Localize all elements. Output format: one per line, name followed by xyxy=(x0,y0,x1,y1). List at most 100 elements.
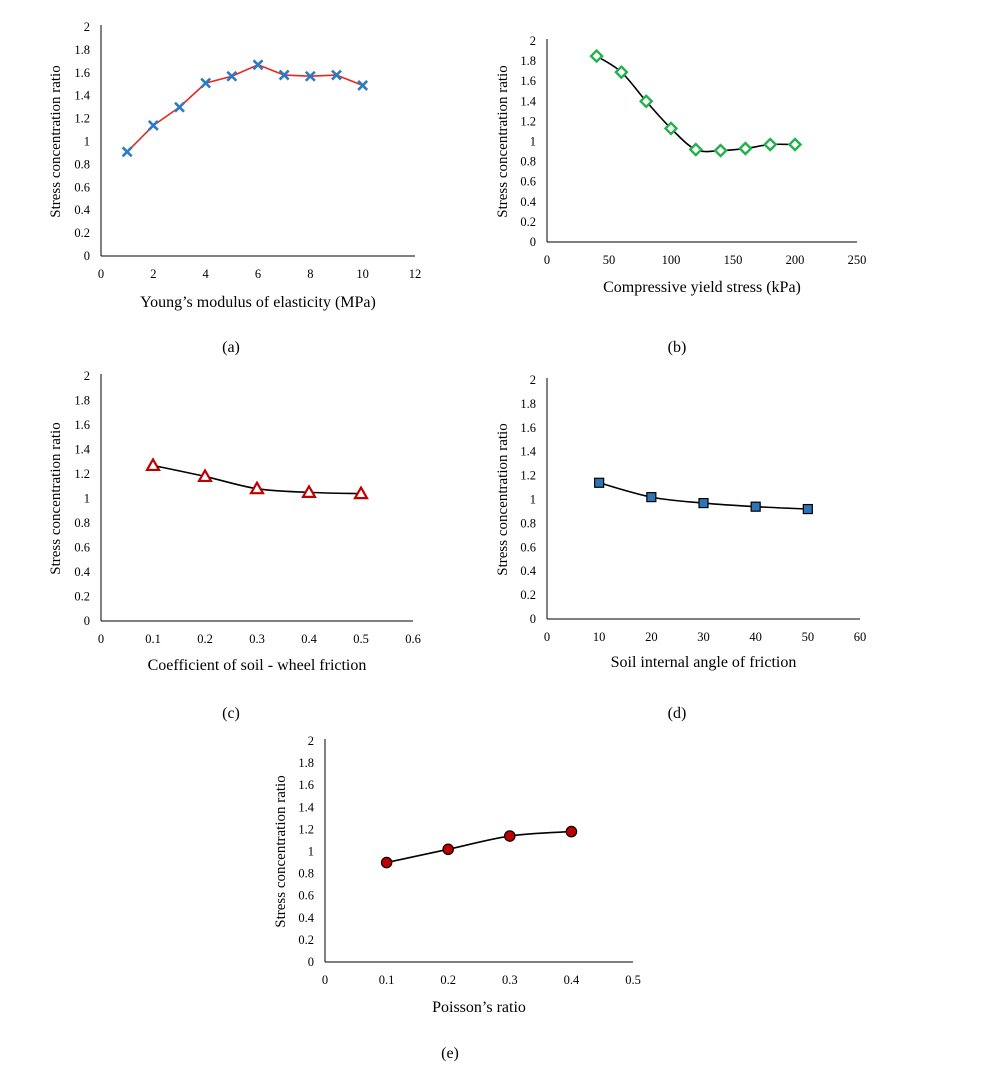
x-tick-label: 2 xyxy=(150,267,156,281)
x-tick-label: 0 xyxy=(98,267,104,281)
data-point-square-1 xyxy=(646,492,657,503)
y-tick-label: 2 xyxy=(530,373,536,387)
y-tick-label: 0.2 xyxy=(74,590,90,604)
data-point-stroke xyxy=(226,70,238,82)
data-point-circle-0 xyxy=(380,856,393,869)
x-tick-label: 0 xyxy=(544,253,550,267)
x-tick-label: 8 xyxy=(307,267,313,281)
data-point-circle-3 xyxy=(565,825,578,838)
data-point-x-4 xyxy=(226,70,238,82)
x-axis-label: Poisson’s ratio xyxy=(432,999,526,1016)
y-axis-label: Stress concentration ratio xyxy=(48,422,64,574)
y-tick-label: 0.4 xyxy=(74,203,90,217)
x-tick-label: 0.1 xyxy=(379,973,395,987)
x-tick-label: 150 xyxy=(724,253,743,267)
x-tick-label: 60 xyxy=(854,630,867,644)
data-point-diamond-7 xyxy=(763,137,778,152)
data-point-diamond-0 xyxy=(589,48,604,64)
data-point-circle-1 xyxy=(442,843,454,856)
x-tick-label: 0.4 xyxy=(301,632,317,646)
y-tick-label: 1 xyxy=(84,492,90,506)
y-tick-label: 1.6 xyxy=(74,418,90,432)
y-tick-label: 1.2 xyxy=(74,112,90,126)
y-tick-label: 0.4 xyxy=(298,911,314,925)
y-axis-label: Stress concentration ratio xyxy=(273,775,289,927)
y-tick-label: 1.2 xyxy=(520,469,536,483)
y-tick-label: 0.6 xyxy=(298,889,314,903)
x-axis-label: Soil internal angle of friction xyxy=(611,654,797,671)
chart-panel-b: 0 0.2 0.4 0.6 0.8 1 1.2 1.4 1.6 1.8 2 0 50 100 150 200 2… xyxy=(495,34,866,356)
x-tick-label: 0.3 xyxy=(502,973,518,987)
data-point-diamond-4 xyxy=(688,142,703,157)
y-axis-label: Stress concentration ratio xyxy=(48,65,64,217)
y-tick-label: 0 xyxy=(84,614,90,628)
y-tick-label: 0.6 xyxy=(74,180,90,194)
y-tick-label: 1.8 xyxy=(520,397,536,411)
y-tick-label: 1.4 xyxy=(520,445,536,459)
y-tick-label: 0.8 xyxy=(520,516,536,530)
y-tick-label: 1.8 xyxy=(298,756,314,770)
data-point-stroke xyxy=(147,120,159,131)
y-tick-label: 1.8 xyxy=(520,54,536,68)
series-line xyxy=(126,63,363,153)
y-tick-label: 0.8 xyxy=(520,155,536,169)
data-point-diamond-6 xyxy=(738,141,753,156)
y-axis-label: Stress concentration ratio xyxy=(495,65,511,217)
y-tick-label: 2 xyxy=(530,34,536,48)
y-tick-label: 1.6 xyxy=(520,421,536,435)
y-tick-label: 1.4 xyxy=(298,800,314,814)
x-tick-label: 6 xyxy=(255,267,261,281)
y-tick-label: 0.6 xyxy=(520,540,536,554)
data-point-circle-2 xyxy=(503,830,516,842)
y-tick-label: 2 xyxy=(84,20,90,34)
chart-panel-a: 0 0.2 0.4 0.6 0.8 1 1.2 1.4 1.6 1.8 2 0 2 4 6 8 10 12 Youn… xyxy=(48,20,421,356)
data-point-diamond-5 xyxy=(713,143,728,158)
panel-caption: (a) xyxy=(222,339,240,356)
x-tick-label: 30 xyxy=(697,630,710,644)
x-axis-label: Coefficient of soil - wheel friction xyxy=(148,657,367,674)
chart-panel-e: 0 0.2 0.4 0.6 0.8 1 1.2 1.4 1.6 1.8 2 0 0.1 0.2 0.3 0.4… xyxy=(273,734,641,1062)
y-tick-label: 1.6 xyxy=(520,74,536,88)
x-tick-label: 20 xyxy=(645,630,658,644)
data-point-diamond-1 xyxy=(614,64,629,80)
y-tick-label: 1 xyxy=(530,135,536,149)
x-tick-label: 0.2 xyxy=(197,632,213,646)
data-point-triangle-4 xyxy=(353,485,369,500)
data-point-triangle-2 xyxy=(249,480,265,495)
data-point-stroke xyxy=(304,70,316,82)
x-tick-label: 50 xyxy=(603,253,616,267)
y-tick-label: 0.2 xyxy=(520,588,536,602)
x-tick-label: 10 xyxy=(356,267,369,281)
y-tick-label: 1 xyxy=(530,493,536,507)
y-tick-label: 0.4 xyxy=(520,564,536,578)
x-tick-label: 0 xyxy=(98,632,104,646)
y-tick-label: 0.8 xyxy=(74,157,90,171)
y-tick-label: 0.8 xyxy=(298,867,314,881)
y-tick-label: 1.2 xyxy=(298,822,314,836)
data-point-stroke xyxy=(357,79,369,91)
y-tick-label: 1.2 xyxy=(520,114,536,128)
panel-caption: (b) xyxy=(668,339,687,356)
y-tick-label: 1.6 xyxy=(74,66,90,80)
data-point-stroke xyxy=(121,146,133,158)
data-point-stroke xyxy=(252,59,264,71)
x-tick-label: 0 xyxy=(322,973,328,987)
y-tick-label: 0.4 xyxy=(74,565,90,579)
data-point-stroke xyxy=(278,69,290,81)
y-tick-label: 1.2 xyxy=(74,467,90,481)
data-point-stroke xyxy=(200,77,212,89)
y-tick-label: 1 xyxy=(308,845,314,859)
data-point-square-0 xyxy=(594,477,605,488)
y-tick-label: 0.6 xyxy=(74,541,90,555)
x-tick-label: 200 xyxy=(786,253,805,267)
x-tick-label: 0.1 xyxy=(145,632,161,646)
y-tick-label: 2 xyxy=(84,369,90,383)
panel-caption: (e) xyxy=(441,1045,459,1062)
data-point-triangle-3 xyxy=(301,484,317,498)
y-tick-label: 0.2 xyxy=(520,215,536,229)
x-tick-label: 10 xyxy=(593,630,606,644)
data-point-x-8 xyxy=(331,69,342,81)
data-point-x-6 xyxy=(278,69,290,81)
data-point-square-3 xyxy=(750,501,761,512)
